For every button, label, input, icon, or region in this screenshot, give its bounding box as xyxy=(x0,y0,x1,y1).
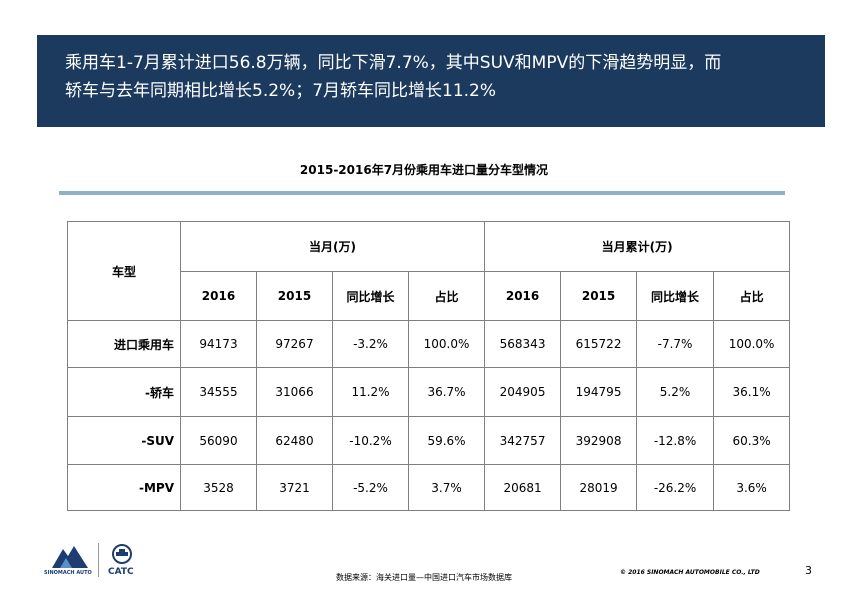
table-cell: 31066 xyxy=(256,367,333,417)
table-cell: -7.7% xyxy=(636,320,715,368)
table-title: 2015-2016年7月份乘用车进口量分车型情况 xyxy=(299,163,549,177)
table-cell: 36.1% xyxy=(713,367,791,417)
row-label: -SUV xyxy=(67,416,181,465)
table-cell: 100.0% xyxy=(713,320,791,368)
table-cell: 36.7% xyxy=(407,367,486,417)
table-cell: 5.2% xyxy=(636,367,715,417)
sinomach-logo-text: SINOMACH AUTO xyxy=(44,570,92,576)
table-cell: -3.2% xyxy=(332,320,409,368)
header-cumulative-group: 当月累计(万) xyxy=(484,221,791,272)
catc-globe-icon xyxy=(112,544,132,564)
table-cell: 392908 xyxy=(560,416,638,465)
footer-logos: SINOMACH AUTO CATC xyxy=(44,543,144,583)
table-cell: -10.2% xyxy=(332,416,409,465)
header-month-group: 当月(万) xyxy=(179,221,486,272)
table-cell: 56090 xyxy=(180,416,257,465)
subheader-cell: 占比 xyxy=(713,271,791,321)
table-cell: 342757 xyxy=(484,416,562,465)
catc-logo-text: CATC xyxy=(108,567,134,577)
subheader-cell: 2016 xyxy=(180,271,257,321)
headline-line-1: 乘用车1-7月累计进口56.8万辆，同比下滑7.7%，其中SUV和MPV的下滑趋… xyxy=(65,53,722,73)
table-cell: 3.6% xyxy=(713,464,791,511)
table-cell: 11.2% xyxy=(332,367,409,417)
table-cell: 204905 xyxy=(484,367,562,417)
table-row: -MPV 3528 3721 -5.2% 3.7% 20681 28019 -2… xyxy=(67,464,791,511)
table-cell: 568343 xyxy=(484,320,562,368)
row-label: -轿车 xyxy=(67,367,181,417)
table-cell: 62480 xyxy=(256,416,333,465)
subheader-cell: 2015 xyxy=(560,271,638,321)
subheader-cell: 2015 xyxy=(256,271,333,321)
header-vehicle-type: 车型 xyxy=(67,221,181,321)
subheader-cell: 同比增长 xyxy=(332,271,409,321)
table-cell: 34555 xyxy=(180,367,257,417)
table-cell: 100.0% xyxy=(407,320,486,368)
table-cell: 97267 xyxy=(256,320,333,368)
title-underline xyxy=(59,191,785,195)
table-cell: 3.7% xyxy=(407,464,486,511)
table-cell: -26.2% xyxy=(636,464,715,511)
subheader-cell: 占比 xyxy=(407,271,486,321)
data-source-note: 数据来源：海关进口量—中国进口汽车市场数据库 xyxy=(336,573,512,582)
table-cell: 3528 xyxy=(180,464,257,511)
table-row: 进口乘用车 94173 97267 -3.2% 100.0% 568343 61… xyxy=(67,320,791,368)
headline-banner: 乘用车1-7月累计进口56.8万辆，同比下滑7.7%，其中SUV和MPV的下滑趋… xyxy=(37,35,825,127)
headline-line-2: 轿车与去年同期相比增长5.2%；7月轿车同比增长11.2% xyxy=(65,81,497,101)
row-label: 进口乘用车 xyxy=(67,320,181,368)
logo-divider xyxy=(98,543,99,577)
table-cell: 194795 xyxy=(560,367,638,417)
table-row: -SUV 56090 62480 -10.2% 59.6% 342757 392… xyxy=(67,416,791,465)
subheader-cell: 同比增长 xyxy=(636,271,715,321)
table-cell: -12.8% xyxy=(636,416,715,465)
table-cell: 20681 xyxy=(484,464,562,511)
table-cell: 94173 xyxy=(180,320,257,368)
sinomach-mountain-icon xyxy=(52,546,88,568)
page-number: 3 xyxy=(805,564,812,577)
table-cell: 60.3% xyxy=(713,416,791,465)
import-table: 车型 当月(万) 当月累计(万) 2016 2015 同比增长 占比 2016 … xyxy=(67,221,791,511)
table-cell: 59.6% xyxy=(407,416,486,465)
table-cell: -5.2% xyxy=(332,464,409,511)
copyright-notice: © 2016 SINOMACH AUTOMOBILE CO., LTD xyxy=(620,569,760,576)
table-cell: 615722 xyxy=(560,320,638,368)
table-cell: 28019 xyxy=(560,464,638,511)
table-row: -轿车 34555 31066 11.2% 36.7% 204905 19479… xyxy=(67,367,791,417)
row-label: -MPV xyxy=(67,464,181,511)
subheader-cell: 2016 xyxy=(484,271,562,321)
table-cell: 3721 xyxy=(256,464,333,511)
